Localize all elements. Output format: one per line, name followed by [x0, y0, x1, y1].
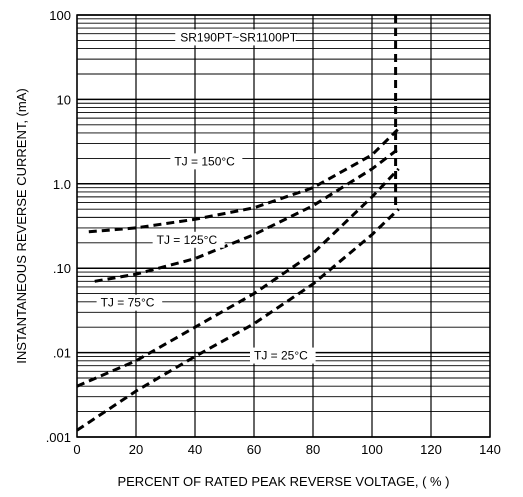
- y-tick-label: .001: [46, 430, 71, 445]
- x-tick-label: 0: [73, 442, 80, 457]
- x-tick-label: 40: [188, 442, 202, 457]
- y-tick-label: 1.0: [53, 177, 71, 192]
- series-line: [94, 147, 400, 283]
- labels-layer: TJ = 150°C TJ = 125°C TJ = 75°C TJ = 25°C SR…: [96, 29, 316, 364]
- y-tick-label: .10: [53, 261, 71, 276]
- series-layer: [76, 127, 400, 432]
- annotation-background: [175, 29, 296, 46]
- plot-frame: [76, 14, 491, 438]
- x-tick-label: 80: [306, 442, 320, 457]
- series-label-background: [152, 231, 225, 248]
- series-label: TJ = 75°C: [101, 296, 155, 310]
- series-label: TJ = 25°C: [254, 349, 308, 363]
- x-tick-labels: 0 20 40 60 80 100 120 140: [73, 442, 500, 457]
- series-line: [76, 208, 400, 432]
- series-label: TJ = 125°C: [157, 233, 218, 247]
- x-tick-label: 100: [361, 442, 383, 457]
- x-tick-label: 60: [247, 442, 261, 457]
- y-tick-label: 10: [57, 92, 71, 107]
- x-tick-label: 120: [420, 442, 442, 457]
- series-label-background: [250, 347, 316, 364]
- y-tick-label: 100: [49, 8, 71, 23]
- series-label-background: [170, 153, 243, 170]
- x-tick-label: 20: [129, 442, 143, 457]
- minor-gridlines: [77, 18, 490, 413]
- y-tick-label: .01: [53, 346, 71, 361]
- y-tick-labels: .001 .01 .10 1.0 10 100: [46, 8, 71, 445]
- series-label-background: [96, 294, 163, 311]
- series-line: [76, 167, 400, 388]
- x-axis-title: PERCENT OF RATED PEAK REVERSE VOLTAGE, (…: [117, 474, 449, 489]
- y-axis-title: INSTANTANEOUS REVERSE CURRENT, (mA): [14, 88, 29, 363]
- annotation-text: SR190PT~SR1100PT: [180, 30, 298, 44]
- x-tick-label: 140: [479, 442, 501, 457]
- series-label: TJ = 150°C: [174, 154, 235, 168]
